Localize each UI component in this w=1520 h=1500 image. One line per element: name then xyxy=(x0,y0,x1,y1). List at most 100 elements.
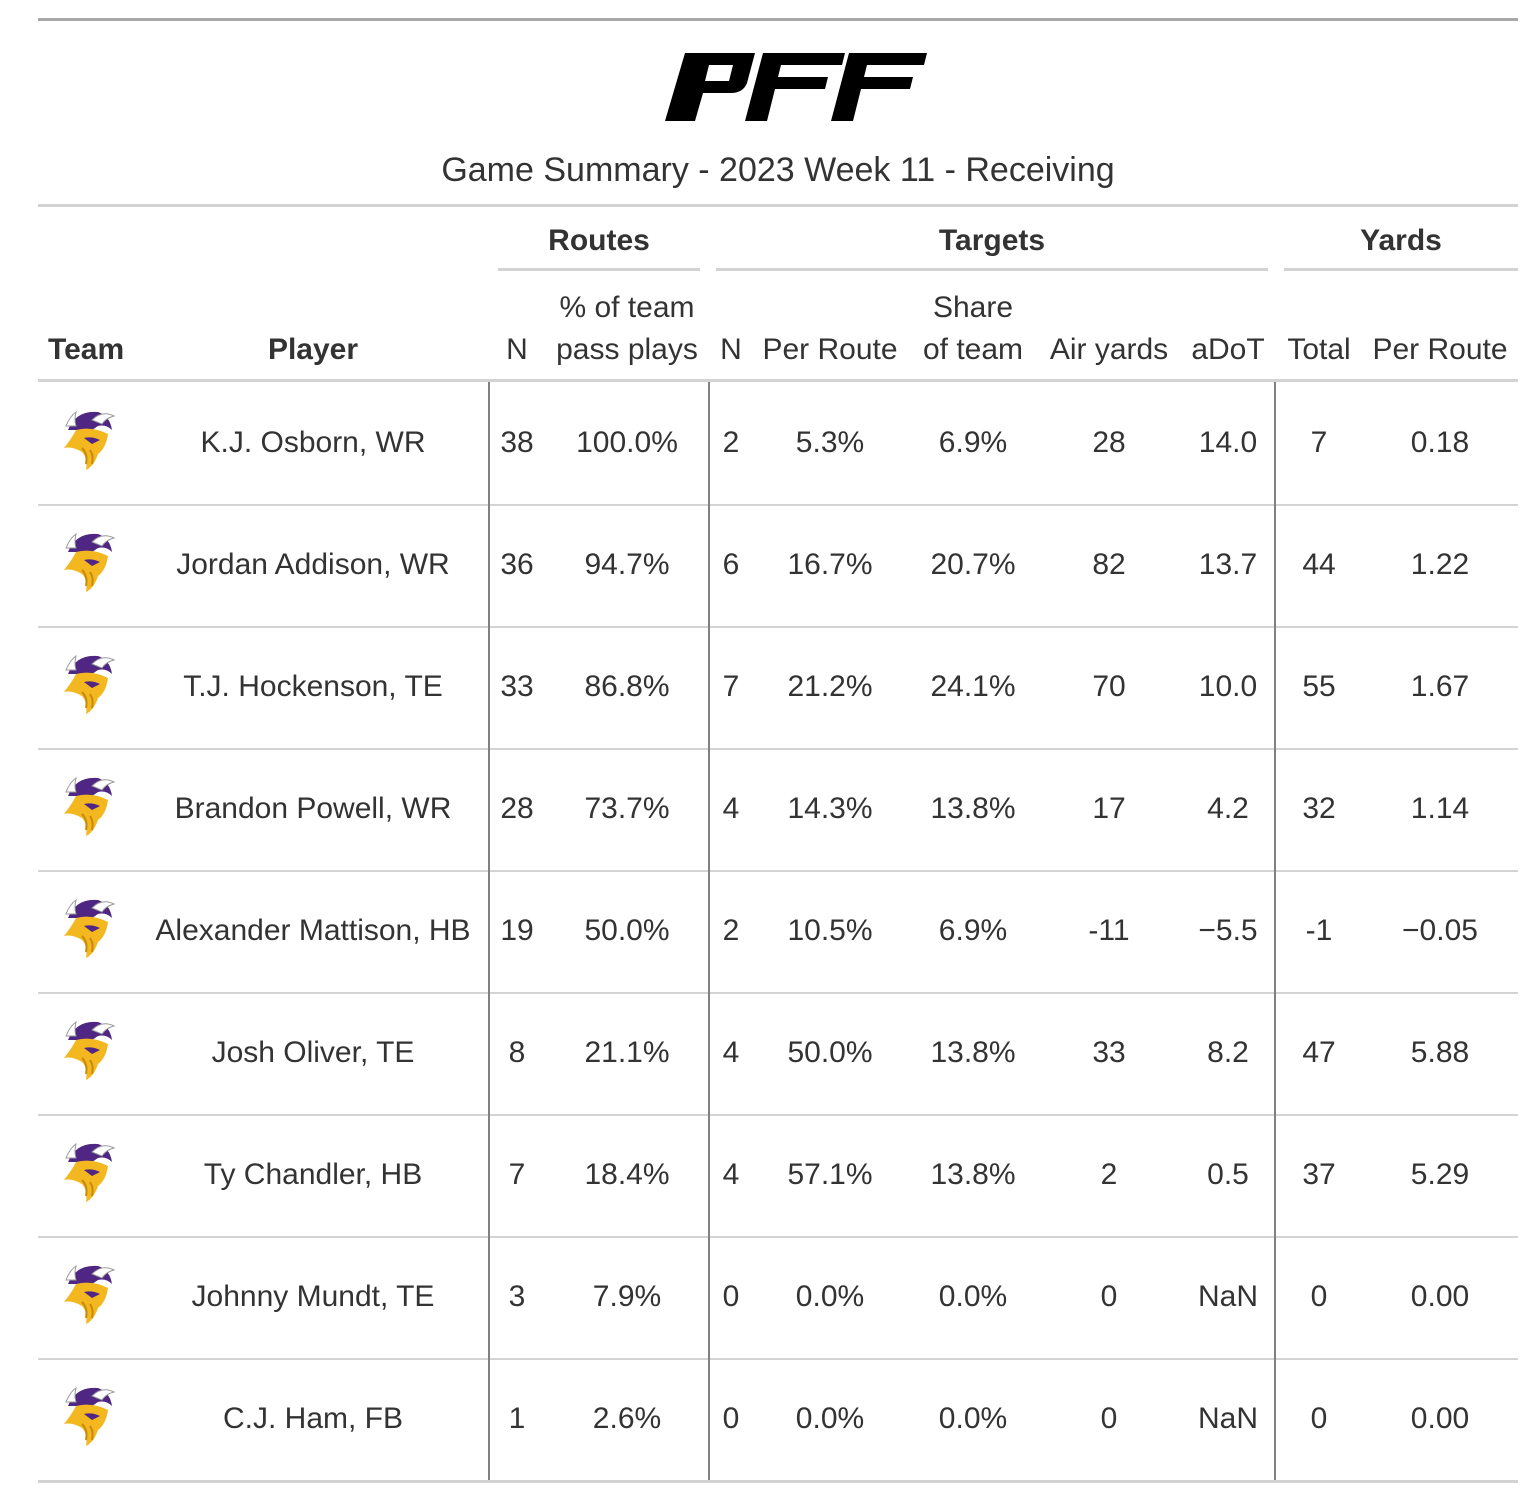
yards-total: 47 xyxy=(1302,1036,1336,1069)
yards-total: -1 xyxy=(1305,914,1333,947)
table-row: Ty Chandler, HB 7 18.4% 4 57.1% 13.8% 2 … xyxy=(38,1114,1518,1238)
adot: 0.5 xyxy=(1207,1158,1249,1191)
targets-n: 7 xyxy=(722,670,740,703)
adot: −5.5 xyxy=(1198,914,1258,947)
targets-share: 24.1% xyxy=(930,670,1016,703)
pff-logo xyxy=(665,53,927,121)
adot: 14.0 xyxy=(1198,426,1258,459)
adot: NaN xyxy=(1197,1280,1258,1313)
group-divider-yards xyxy=(1274,382,1276,1480)
group-divider-routes xyxy=(488,382,490,1480)
targets-share: 13.8% xyxy=(930,792,1016,825)
routes-pct: 86.8% xyxy=(584,670,670,703)
yards-per-route: 0.00 xyxy=(1410,1402,1470,1435)
table-row: Johnny Mundt, TE 3 7.9% 0 0.0% 0.0% 0 Na… xyxy=(38,1236,1518,1360)
routes-n: 8 xyxy=(508,1036,526,1069)
game-summary-table: Game Summary - 2023 Week 11 - Receiving … xyxy=(38,18,1518,1485)
air-yards: 2 xyxy=(1100,1158,1118,1191)
table-row: Josh Oliver, TE 8 21.1% 4 50.0% 13.8% 33… xyxy=(38,992,1518,1116)
adot: 8.2 xyxy=(1207,1036,1249,1069)
table-row: Brandon Powell, WR 28 73.7% 4 14.3% 13.8… xyxy=(38,748,1518,872)
targets-share: 13.8% xyxy=(930,1158,1016,1191)
routes-pct: 73.7% xyxy=(584,792,670,825)
table-row: K.J. Osborn, WR 38 100.0% 2 5.3% 6.9% 28… xyxy=(38,382,1518,506)
targets-per-route: 5.3% xyxy=(795,426,865,459)
targets-n: 0 xyxy=(722,1402,740,1435)
table-subtitle: Game Summary - 2023 Week 11 - Receiving xyxy=(441,151,1115,189)
yards-total: 32 xyxy=(1302,792,1336,825)
air-yards: 82 xyxy=(1092,548,1126,581)
player-name: Brandon Powell, WR xyxy=(174,792,452,825)
player-name: Alexander Mattison, HB xyxy=(155,914,471,947)
yards-per-route: 0.00 xyxy=(1410,1280,1470,1313)
table-row: C.J. Ham, FB 1 2.6% 0 0.0% 0.0% 0 NaN 0 … xyxy=(38,1358,1518,1483)
table-row: T.J. Hockenson, TE 33 86.8% 7 21.2% 24.1… xyxy=(38,626,1518,750)
targets-n: 4 xyxy=(722,1158,740,1191)
targets-share: 6.9% xyxy=(938,426,1008,459)
title-divider xyxy=(38,204,1518,207)
vikings-helmet-icon xyxy=(64,898,116,958)
targets-per-route: 50.0% xyxy=(787,1036,873,1069)
routes-pct: 50.0% xyxy=(584,914,670,947)
vikings-helmet-icon xyxy=(64,532,116,592)
routes-n: 3 xyxy=(508,1280,526,1313)
adot: 13.7 xyxy=(1198,548,1258,581)
targets-per-route: 0.0% xyxy=(795,1280,865,1313)
col-yards-total: Total xyxy=(1287,333,1351,366)
adot: 10.0 xyxy=(1198,670,1258,703)
targets-n: 4 xyxy=(722,792,740,825)
player-name: T.J. Hockenson, TE xyxy=(183,670,443,703)
yards-per-route: 1.14 xyxy=(1410,792,1470,825)
vikings-helmet-icon xyxy=(64,1386,116,1446)
col-yards-per-route: Per Route xyxy=(1372,333,1508,366)
player-name: Ty Chandler, HB xyxy=(203,1158,423,1191)
yards-total: 0 xyxy=(1310,1280,1328,1313)
spanner-routes: Routes xyxy=(548,224,650,257)
spanner-targets: Targets xyxy=(938,224,1046,257)
targets-share: 20.7% xyxy=(930,548,1016,581)
col-adot: aDoT xyxy=(1191,333,1265,366)
targets-share: 0.0% xyxy=(938,1280,1008,1313)
yards-total: 37 xyxy=(1302,1158,1336,1191)
table-row: Jordan Addison, WR 36 94.7% 6 16.7% 20.7… xyxy=(38,504,1518,628)
yards-total: 44 xyxy=(1302,548,1336,581)
header-divider xyxy=(38,379,1518,382)
routes-n: 38 xyxy=(500,426,534,459)
col-routes-n: N xyxy=(506,333,528,366)
yards-per-route: 5.29 xyxy=(1410,1158,1470,1191)
col-routes-pct-line1: % of team xyxy=(559,291,695,324)
yards-per-route: 5.88 xyxy=(1410,1036,1470,1069)
targets-per-route: 21.2% xyxy=(787,670,873,703)
table-row: Alexander Mattison, HB 19 50.0% 2 10.5% … xyxy=(38,870,1518,994)
routes-n: 19 xyxy=(500,914,534,947)
vikings-helmet-icon xyxy=(64,776,116,836)
adot: 4.2 xyxy=(1207,792,1249,825)
air-yards: 28 xyxy=(1092,426,1126,459)
routes-n: 33 xyxy=(500,670,534,703)
spanner-yards: Yards xyxy=(1360,224,1442,257)
routes-n: 36 xyxy=(500,548,534,581)
targets-per-route: 0.0% xyxy=(795,1402,865,1435)
yards-total: 55 xyxy=(1302,670,1336,703)
player-name: Josh Oliver, TE xyxy=(211,1036,415,1069)
col-share-line1: Share xyxy=(932,291,1014,324)
air-yards: -11 xyxy=(1088,914,1130,947)
player-name: Johnny Mundt, TE xyxy=(191,1280,435,1313)
col-targets-per-route: Per Route xyxy=(762,333,898,366)
routes-pct: 94.7% xyxy=(584,548,670,581)
targets-n: 4 xyxy=(722,1036,740,1069)
targets-share: 0.0% xyxy=(938,1402,1008,1435)
vikings-helmet-icon xyxy=(64,410,116,470)
yards-total: 0 xyxy=(1310,1402,1328,1435)
yards-per-route: 1.67 xyxy=(1410,670,1470,703)
air-yards: 70 xyxy=(1092,670,1126,703)
targets-share: 13.8% xyxy=(930,1036,1016,1069)
air-yards: 33 xyxy=(1092,1036,1126,1069)
col-routes-pct-line2: pass plays xyxy=(556,333,698,366)
adot: NaN xyxy=(1197,1402,1258,1435)
routes-pct: 7.9% xyxy=(592,1280,662,1313)
routes-pct: 100.0% xyxy=(576,426,678,459)
yards-total: 7 xyxy=(1310,426,1328,459)
targets-per-route: 10.5% xyxy=(787,914,873,947)
spanner-targets-rule xyxy=(716,268,1268,271)
